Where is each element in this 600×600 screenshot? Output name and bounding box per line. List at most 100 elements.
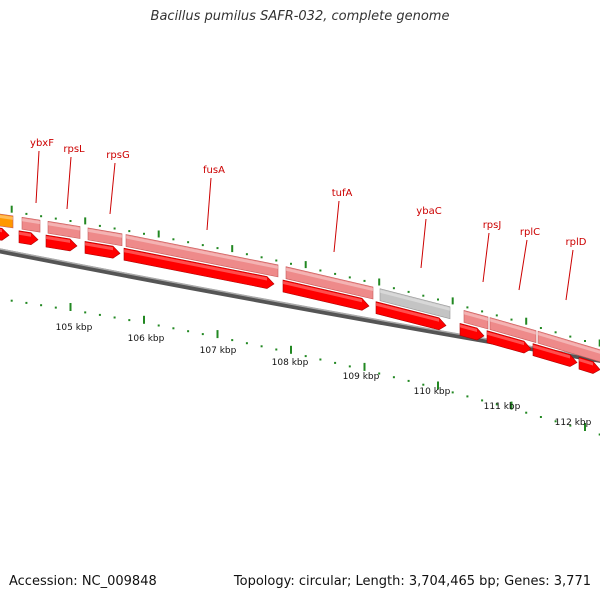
minor-tick: [392, 376, 395, 379]
minor-tick: [128, 319, 131, 322]
gene-bar-shine: [88, 228, 122, 238]
minor-tick: [481, 399, 484, 402]
minor-tick: [392, 287, 395, 290]
minor-tick: [113, 227, 116, 230]
major-tick: [10, 205, 13, 213]
gene-bar-track: [0, 213, 600, 363]
major-tick: [304, 261, 307, 269]
scale-label: 107 kbp: [200, 346, 237, 356]
scale-label: 108 kbp: [272, 358, 309, 368]
minor-tick: [319, 358, 322, 361]
minor-tick: [40, 215, 43, 218]
cds-arrow: [0, 227, 10, 241]
gene-label-fusA: fusA: [203, 165, 225, 176]
scale-label: 105 kbp: [56, 323, 93, 333]
major-tick: [451, 297, 454, 305]
cds-arrow: [18, 230, 39, 246]
cds-arrow-shine: [124, 249, 267, 281]
minor-tick: [363, 279, 366, 282]
gene-label-ybaC: ybaC: [416, 206, 441, 217]
minor-tick: [466, 395, 469, 398]
minor-tick: [25, 212, 28, 215]
minor-tick: [25, 301, 28, 304]
gene-bar: [21, 216, 41, 233]
minor-tick: [143, 232, 145, 235]
gene-leader-line: [206, 177, 212, 231]
minor-tick: [451, 391, 454, 394]
gene-bar: [489, 317, 537, 343]
minor-tick: [54, 217, 57, 220]
minor-tick: [245, 253, 248, 256]
minor-tick: [275, 259, 278, 262]
minor-tick: [98, 313, 101, 316]
major-tick: [363, 362, 366, 371]
minor-tick: [128, 230, 131, 233]
gene-bar: [87, 227, 123, 247]
cds-arrow-shine: [46, 236, 70, 243]
minor-tick: [187, 241, 190, 244]
gene-leader-line: [518, 239, 528, 291]
minor-tick: [569, 424, 572, 427]
minor-tick: [569, 335, 572, 338]
minor-tick: [290, 262, 292, 265]
minor-tick: [69, 220, 72, 222]
gene-label-rpsG: rpsG: [106, 150, 129, 161]
lower-tick-track: [10, 299, 600, 436]
minor-tick: [539, 416, 542, 418]
major-tick: [231, 245, 234, 253]
accession-text: Accession: NC_009848: [9, 574, 157, 589]
minor-tick: [201, 333, 204, 336]
gene-leader-line: [109, 162, 116, 215]
gene-bar: [537, 330, 600, 363]
minor-tick: [348, 365, 351, 368]
gene-bar-shine: [380, 289, 450, 311]
major-tick: [584, 423, 586, 431]
cds-arrow-shine: [460, 324, 477, 332]
minor-tick: [466, 306, 469, 309]
gene-leader-line: [35, 150, 40, 204]
cds-arrow: [532, 343, 578, 367]
minor-tick: [348, 276, 351, 279]
minor-tick: [172, 327, 175, 330]
major-tick: [84, 217, 87, 225]
major-tick: [290, 345, 292, 354]
minor-tick: [84, 311, 87, 314]
cds-arrow: [123, 247, 275, 289]
minor-tick: [216, 247, 219, 250]
gene-label-rplC: rplC: [520, 227, 540, 238]
minor-tick: [584, 340, 586, 342]
minor-tick: [495, 403, 498, 406]
gene-label-rplD: rplD: [566, 237, 587, 248]
minor-tick: [275, 348, 278, 351]
gene-bar-shine: [126, 235, 278, 269]
cds-arrow-shine: [376, 302, 439, 322]
gene-bar-shine: [538, 332, 600, 354]
minor-tick: [113, 316, 116, 319]
cds-arrow: [459, 323, 485, 341]
genome-title: Bacillus pumilus SAFR-032, complete geno…: [150, 9, 450, 24]
cds-arrow-shine: [487, 331, 524, 346]
gene-label-tufA: tufA: [332, 188, 353, 199]
gene-bar-shine: [48, 222, 80, 231]
minor-tick: [598, 433, 600, 436]
gene-leader-line: [565, 249, 574, 301]
gene-bar: [125, 234, 279, 278]
minor-tick: [334, 272, 337, 275]
upper-tick-track: [10, 205, 600, 347]
minor-tick: [481, 310, 484, 313]
minor-tick: [554, 331, 557, 334]
gene-bar-shine: [464, 311, 488, 321]
minor-tick: [260, 256, 263, 259]
gene-label-track: ybxF rpsL rpsG fusA tufA ybaC rpsJ rplC rplD: [30, 138, 587, 301]
major-tick: [525, 317, 528, 325]
gene-leader-line: [66, 156, 72, 210]
major-tick: [598, 339, 600, 347]
scale-label: 110 kbp: [414, 387, 451, 397]
minor-tick: [98, 224, 101, 227]
minor-tick: [304, 355, 307, 358]
gene-bar-shine: [490, 318, 536, 335]
gene-leader-line: [482, 232, 490, 283]
minor-tick: [510, 318, 513, 321]
minor-tick: [245, 342, 248, 345]
